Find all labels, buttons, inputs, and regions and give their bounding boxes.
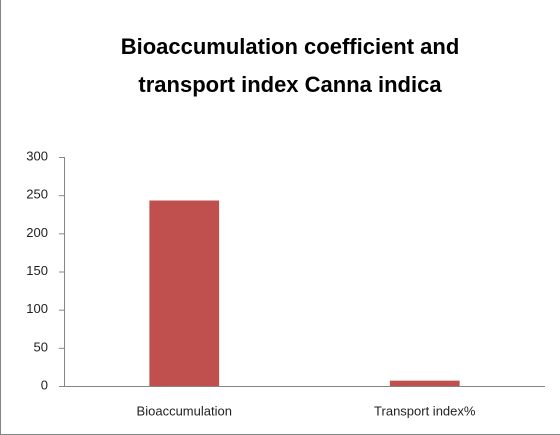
bar <box>389 380 460 386</box>
y-tick-label: 0 <box>41 377 48 392</box>
bar <box>149 200 220 386</box>
x-tick-label: Transport index% <box>374 403 476 418</box>
y-tick-label: 300 <box>26 148 48 163</box>
chart-title: Bioaccumulation coefficient and transpor… <box>120 34 460 97</box>
y-tick-label: 250 <box>26 187 48 202</box>
y-tick-label: 150 <box>26 263 48 278</box>
x-tick-label: Bioaccumulation <box>137 403 232 418</box>
y-tick-label: 50 <box>34 339 48 354</box>
y-tick-label: 100 <box>26 301 48 316</box>
y-tick-label: 200 <box>26 225 48 240</box>
